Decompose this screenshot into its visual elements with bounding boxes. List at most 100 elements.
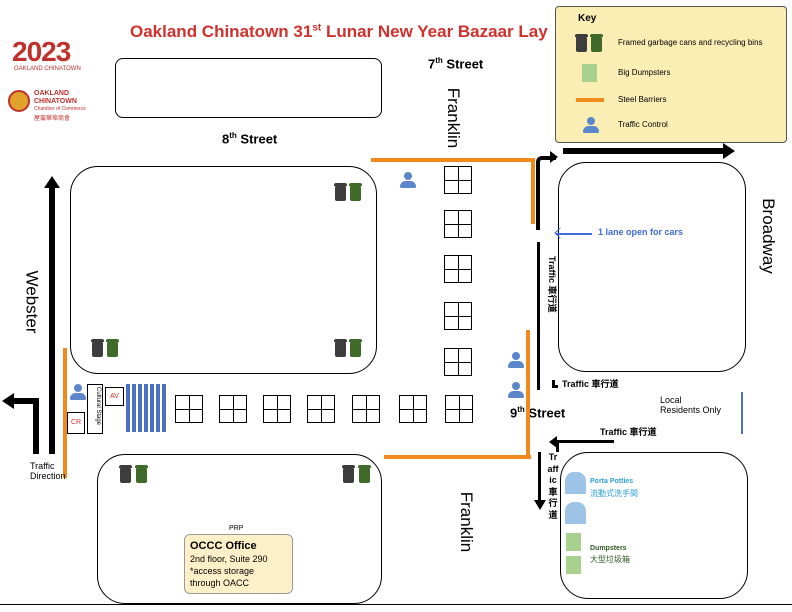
booth — [444, 348, 472, 376]
booth — [219, 395, 247, 423]
steel-barrier-icon — [576, 98, 604, 102]
local-residents-divider — [741, 392, 743, 434]
occc-office-line1: 2nd floor, Suite 290 — [190, 554, 268, 564]
seating-bar — [150, 384, 154, 432]
prp-label: PRP — [229, 525, 244, 532]
ninth-traffic-arrow-line — [556, 440, 614, 443]
occc-office-line3: through OACC — [190, 578, 250, 588]
seating-bar — [162, 384, 166, 432]
booth — [445, 395, 473, 423]
street-label-broadway: Broadway — [758, 198, 778, 274]
arrow-right-icon — [723, 143, 735, 159]
street-label-franklin-bottom: Franklin — [457, 491, 477, 553]
map-key: Key Framed garbage cans and recycling bi… — [555, 6, 787, 143]
seating-bar — [156, 384, 160, 432]
occc-office-box: OCCC Office 2nd floor, Suite 290 *access… — [184, 534, 293, 594]
booth — [444, 255, 472, 283]
porta-potties-label-zh: 流動式洗手間 — [590, 489, 638, 498]
traffic-label-franklin: Traffic 車行道 — [547, 256, 557, 313]
chamber-of-commerce-logo: OAKLAND CHINATOWN Chamber of Commerce 屋崙… — [8, 88, 103, 124]
traffic-control-icon — [70, 384, 86, 400]
porta-potties-label-en: Porta Potties — [590, 478, 634, 485]
occc-office-line2: *access storage — [190, 566, 255, 576]
traffic-control-icon — [508, 382, 524, 398]
street-label-8th: 8th Street — [222, 131, 278, 147]
garbage-can-icon — [342, 465, 355, 483]
big-dumpster-icon — [582, 64, 597, 82]
ninth-traffic-tick — [552, 385, 558, 388]
garbage-cans-icon — [575, 34, 606, 52]
garbage-can-icon — [334, 339, 347, 357]
steel-barrier-franklin-lower — [526, 330, 530, 458]
booth — [399, 395, 427, 423]
recycling-bin-icon — [358, 465, 371, 483]
key-label-dumpsters: Big Dumpsters — [618, 68, 671, 77]
dumpsters-label-en: Dumpsters — [590, 545, 627, 552]
year-2023-logo: 2023 OAKLAND CHINATOWN — [10, 36, 96, 78]
steel-barrier-9th — [384, 455, 531, 459]
franklin-traffic-line — [537, 242, 540, 390]
block-broadway — [558, 162, 746, 372]
recycling-bin-icon — [106, 339, 119, 357]
street-label-webster: Webster — [22, 270, 42, 334]
big-dumpster-icon — [566, 556, 581, 574]
seating-bar — [132, 384, 136, 432]
garbage-can-icon — [91, 339, 104, 357]
steel-barrier-franklin — [531, 158, 535, 224]
booth — [444, 302, 472, 330]
traffic-control-icon — [508, 352, 524, 368]
block-main-bazaar — [70, 166, 377, 374]
arrow-left-icon — [2, 393, 14, 409]
booth — [307, 395, 335, 423]
left-turn-line-horizontal — [12, 398, 39, 404]
steel-barrier-webster — [63, 348, 67, 478]
arrow-down-icon — [534, 500, 546, 510]
recycling-bin-icon — [349, 183, 362, 201]
traffic-label-9th-lower: Traffic 車行道 — [600, 427, 657, 437]
cultural-stage: Cultural Stage — [87, 384, 103, 434]
dumpsters-label-zh: 大型垃圾箱 — [590, 555, 630, 564]
page-bottom-rule — [0, 604, 792, 605]
block-facilities — [560, 452, 748, 599]
cr-booth: CR — [67, 412, 85, 434]
turn-arrow-franklin-right — [536, 156, 556, 230]
cultural-stage-label: Cultural Stage — [95, 387, 101, 426]
porta-potty-icon — [565, 472, 586, 494]
street-label-7th: 7th Street — [428, 56, 484, 72]
arrow-left-blue-icon — [556, 233, 592, 235]
traffic-label-9th-upper: Traffic 車行道 — [562, 379, 619, 389]
traffic-control-icon — [400, 172, 416, 188]
local-residents-line1: Local — [660, 395, 682, 405]
ninth-traffic-tick-vertical — [552, 380, 555, 388]
booth — [444, 166, 472, 194]
arrow-left-small-icon — [549, 436, 557, 448]
big-dumpster-icon — [566, 533, 581, 551]
local-residents-line2: Residents Only — [660, 405, 722, 415]
chamber-line1: OAKLAND — [34, 90, 69, 97]
av-booth: AV — [105, 387, 124, 406]
recycling-bin-icon — [349, 339, 362, 357]
key-title: Key — [578, 13, 597, 24]
key-label-barriers: Steel Barriers — [618, 95, 667, 104]
booth — [175, 395, 203, 423]
year-logo-number: 2023 — [12, 36, 71, 67]
street-label-franklin-top: Franklin — [444, 87, 464, 149]
coin-icon — [8, 90, 30, 112]
webster-traffic-line — [49, 186, 55, 454]
garbage-can-icon — [119, 465, 132, 483]
seating-bar — [138, 384, 142, 432]
seating-bar — [144, 384, 148, 432]
porta-potty-icon — [565, 502, 586, 524]
steel-barrier-8th — [371, 158, 535, 162]
key-label-garbage: Framed garbage cans and recycling bins — [618, 38, 763, 47]
seating-bar — [126, 384, 130, 432]
broadway-top-arrow-line — [563, 148, 725, 154]
ninth-traffic-arrow-down — [556, 440, 559, 452]
arrow-right-small-icon — [550, 151, 558, 163]
chamber-line2: CHINATOWN — [34, 98, 77, 105]
occc-office-title: OCCC Office — [190, 540, 257, 552]
traffic-direction-line2: Direction — [30, 471, 66, 481]
garbage-can-icon — [334, 183, 347, 201]
booth — [444, 210, 472, 238]
booth — [352, 395, 380, 423]
